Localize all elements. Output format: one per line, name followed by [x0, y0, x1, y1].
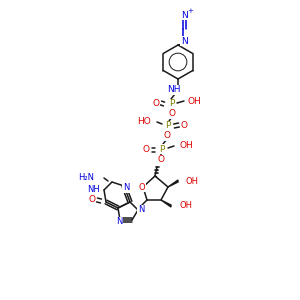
- Text: O: O: [181, 121, 188, 130]
- Text: O: O: [169, 110, 176, 118]
- Text: P: P: [165, 122, 171, 130]
- Text: NH: NH: [87, 185, 100, 194]
- Polygon shape: [168, 180, 178, 187]
- Text: O: O: [152, 98, 160, 107]
- Text: OH: OH: [179, 142, 193, 151]
- Text: P: P: [159, 145, 165, 154]
- Text: O: O: [139, 182, 145, 191]
- Text: O: O: [88, 196, 95, 205]
- Text: OH: OH: [179, 202, 192, 211]
- Text: OH: OH: [188, 97, 202, 106]
- Text: N: N: [123, 184, 129, 193]
- Text: N: N: [138, 206, 144, 214]
- Text: O: O: [158, 155, 164, 164]
- Text: O: O: [164, 131, 170, 140]
- Text: N: N: [181, 37, 188, 46]
- Text: NH: NH: [167, 85, 181, 94]
- Text: H₂N: H₂N: [78, 173, 94, 182]
- Polygon shape: [161, 200, 171, 207]
- Text: P: P: [169, 100, 175, 109]
- Text: N: N: [116, 218, 122, 226]
- Text: HO: HO: [137, 118, 151, 127]
- Text: O: O: [142, 146, 149, 154]
- Text: +: +: [187, 8, 193, 14]
- Text: N: N: [182, 11, 188, 20]
- Text: OH: OH: [186, 176, 199, 185]
